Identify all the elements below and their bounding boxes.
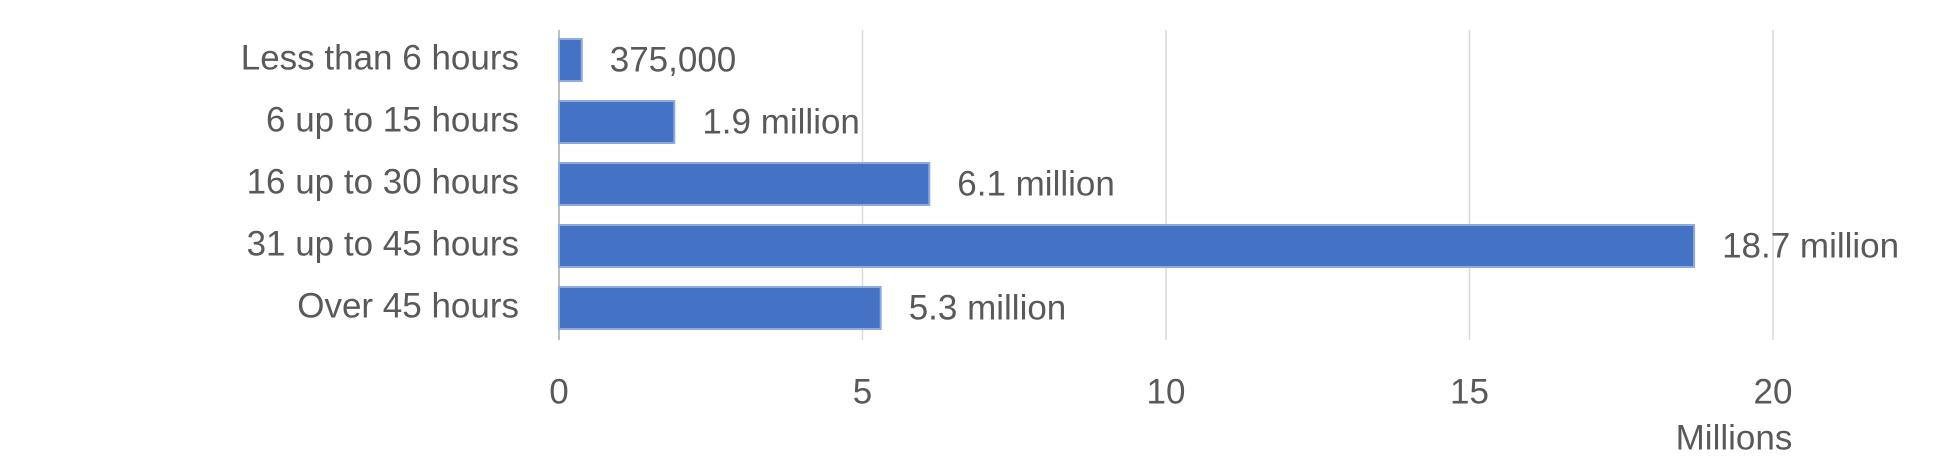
y-tick-label: Over 45 hours bbox=[297, 286, 519, 325]
y-tick-label: Less than 6 hours bbox=[241, 38, 519, 77]
y-tick-label: 16 up to 30 hours bbox=[247, 162, 519, 201]
value-label: 375,000 bbox=[610, 40, 737, 79]
bar bbox=[558, 38, 583, 82]
x-tick-label: 20 bbox=[1754, 372, 1793, 411]
x-axis-title: Millions bbox=[1676, 418, 1793, 457]
bar bbox=[558, 286, 882, 330]
value-label: 1.9 million bbox=[702, 102, 860, 141]
y-tick-label: 31 up to 45 hours bbox=[247, 224, 519, 263]
value-label: 6.1 million bbox=[957, 164, 1115, 203]
x-tick-label: 0 bbox=[549, 372, 568, 411]
bar bbox=[558, 224, 1696, 268]
y-tick-label: 6 up to 15 hours bbox=[266, 100, 519, 139]
value-label: 18.7 million bbox=[1722, 226, 1899, 265]
bar bbox=[558, 100, 676, 144]
value-label: 5.3 million bbox=[909, 288, 1067, 327]
x-tick-label: 10 bbox=[1147, 372, 1186, 411]
x-tick-label: 5 bbox=[853, 372, 872, 411]
bar bbox=[558, 162, 931, 206]
x-tick-label: 15 bbox=[1450, 372, 1489, 411]
